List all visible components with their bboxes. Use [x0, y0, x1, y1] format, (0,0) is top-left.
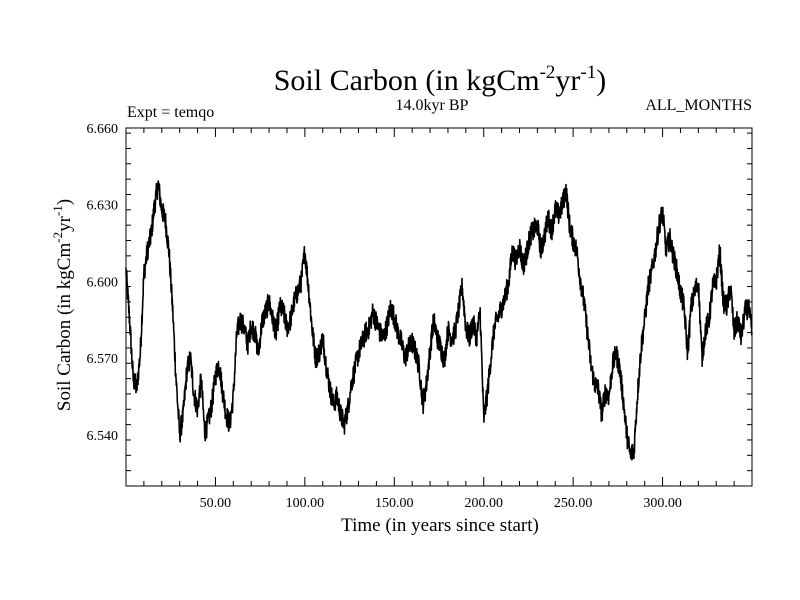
y-axis-label-exp1: -2 — [50, 232, 65, 243]
x-tick-label: 100.00 — [286, 496, 325, 511]
y-tick-label: 6.540 — [87, 429, 119, 444]
chart-title-mid: yr — [555, 64, 580, 97]
series-line — [125, 180, 753, 461]
y-tick-label: 6.630 — [87, 199, 119, 214]
y-axis-label: Soil Carbon (in kgCm-2yr-1) — [50, 199, 75, 411]
y-axis-label-exp2: -1 — [50, 205, 65, 216]
y-axis-label-main: Soil Carbon (in kgCm — [54, 243, 75, 412]
y-tick-label: 6.600 — [87, 275, 119, 290]
series-group — [125, 180, 753, 461]
x-tick-label: 200.00 — [464, 496, 503, 511]
y-tick-label: 6.570 — [87, 352, 119, 367]
y-axis-label-end: ) — [54, 199, 75, 205]
chart-title: Soil Carbon (in kgCm-2yr-1) — [274, 62, 607, 97]
chart-title-main: Soil Carbon (in kgCm — [274, 64, 540, 97]
x-axis-label: Time (in years since start) — [341, 515, 539, 536]
x-tick-label: 150.00 — [375, 496, 414, 511]
y-tick-label: 6.660 — [87, 122, 119, 137]
axis-tick-labels: 50.00 100.00 150.00 200.00 250.00 300.00 6.540… — [87, 122, 682, 511]
experiment-label: Expt = temqo — [127, 104, 214, 121]
chart-title-end: ) — [596, 64, 606, 97]
x-tick-label: 50.00 — [200, 496, 232, 511]
x-tick-label: 300.00 — [643, 496, 682, 511]
axis-ticks — [126, 128, 752, 487]
chart-title-exp1: -2 — [540, 62, 556, 83]
months-label: ALL_MONTHS — [645, 97, 752, 114]
chart-title-exp2: -1 — [580, 62, 596, 83]
period-label: 14.0kyr BP — [396, 97, 469, 114]
plot-frame — [125, 127, 753, 487]
y-axis-label-mid: yr — [54, 215, 75, 232]
x-tick-label: 250.00 — [554, 496, 593, 511]
